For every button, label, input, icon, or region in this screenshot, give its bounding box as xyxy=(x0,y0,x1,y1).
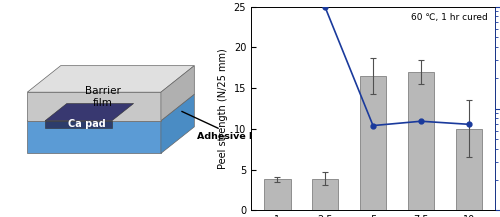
Bar xyxy=(456,129,482,210)
Polygon shape xyxy=(45,104,134,121)
Y-axis label: Peel strength (N/25 mm): Peel strength (N/25 mm) xyxy=(218,48,228,169)
Polygon shape xyxy=(161,94,194,153)
Polygon shape xyxy=(161,66,194,121)
Polygon shape xyxy=(45,121,112,128)
Polygon shape xyxy=(28,94,194,121)
Bar xyxy=(264,179,290,210)
Polygon shape xyxy=(28,121,161,153)
Polygon shape xyxy=(28,92,161,121)
Bar xyxy=(360,76,386,210)
Polygon shape xyxy=(28,66,194,92)
Text: Adhesive layer: Adhesive layer xyxy=(182,111,276,141)
Text: Ca pad: Ca pad xyxy=(68,119,106,129)
Text: Barrier
film: Barrier film xyxy=(85,86,121,108)
Text: 60 ℃, 1 hr cured: 60 ℃, 1 hr cured xyxy=(411,13,488,22)
Bar xyxy=(312,179,338,210)
Bar xyxy=(408,72,434,210)
